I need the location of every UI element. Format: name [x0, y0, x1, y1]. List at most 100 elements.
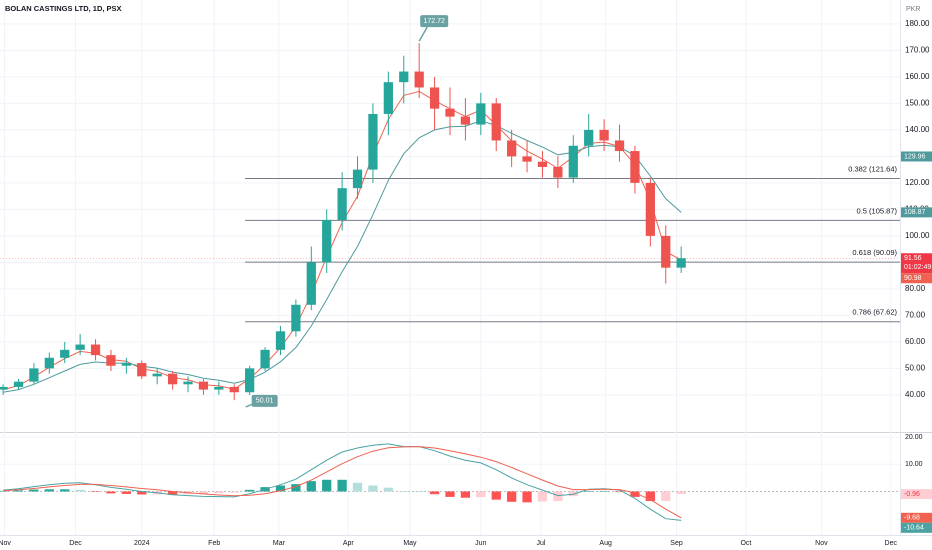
peak-pointer	[418, 26, 428, 42]
histogram-bar	[429, 491, 440, 495]
trough-label: 50.01	[256, 398, 274, 405]
histogram-bar	[491, 491, 501, 500]
histogram-bar	[445, 491, 455, 497]
candle-body	[13, 381, 24, 387]
histogram-bar	[368, 485, 378, 492]
candle-body	[275, 331, 286, 350]
x-tick-label: Mar	[273, 540, 286, 547]
y-tick-label: 140.00	[905, 125, 930, 134]
hist-tag-bg	[901, 489, 932, 500]
macd-tag-bg	[901, 522, 932, 533]
x-tick-label: Dec	[885, 540, 898, 547]
x-tick-label: Nov	[0, 540, 11, 547]
histogram-bar	[661, 491, 671, 501]
hist-tag: -0.96	[904, 491, 920, 498]
histogram-bar	[167, 491, 178, 495]
candle-body	[90, 344, 101, 356]
chart-title: BOLAN CASTINGS LTD, 1D, PSX	[5, 4, 122, 13]
x-tick-label: Nov	[815, 540, 828, 547]
histogram-bar	[522, 491, 532, 503]
histogram-bar	[275, 485, 286, 492]
candle-body	[368, 113, 378, 170]
histogram-bar	[630, 491, 640, 497]
histogram-bar	[245, 489, 255, 492]
histogram-bar	[121, 491, 131, 494]
price-tag: 91.56	[904, 255, 922, 262]
candle-body	[584, 129, 594, 146]
candle-body	[383, 82, 393, 114]
y-tick-label: 70.00	[905, 310, 926, 319]
y-tick-label: 100.00	[905, 231, 930, 240]
histogram-bar	[90, 491, 101, 492]
histogram-bar	[137, 491, 147, 495]
moving-average	[3, 120, 682, 393]
y-tick-label: 180.00	[905, 19, 930, 28]
candle-body	[214, 386, 224, 390]
axis-tag: 129.96	[904, 153, 926, 160]
signal-tag-bg	[901, 512, 932, 523]
axis-tag-bg	[901, 151, 932, 162]
y-tick-label: 20.00	[905, 434, 923, 441]
candle-body	[352, 169, 363, 189]
y-tick-label: 40.00	[905, 390, 926, 399]
histogram-bar	[229, 491, 239, 493]
histogram-bar	[676, 491, 686, 495]
peak-label: 172.72	[423, 18, 445, 25]
y-tick-label: 150.00	[905, 98, 930, 107]
histogram-bar	[614, 491, 625, 493]
candle-body	[522, 156, 532, 162]
candle-body	[260, 349, 270, 369]
candle-body	[121, 363, 131, 366]
histogram-bar	[599, 490, 609, 492]
candle-body	[507, 140, 517, 157]
histogram-bar	[306, 481, 316, 492]
ma-tag: 108.87	[904, 209, 926, 216]
candle-body	[630, 151, 640, 183]
candle-body	[183, 381, 193, 385]
histogram-bar	[584, 491, 594, 492]
candle-body	[568, 145, 578, 178]
x-tick-label: Sep	[670, 540, 683, 547]
candle-body	[137, 363, 147, 377]
candle-body	[167, 373, 178, 385]
x-tick-label: Apr	[343, 540, 355, 547]
signal-tag: -9.68	[904, 515, 920, 522]
histogram-bar	[399, 491, 409, 492]
candle-body	[414, 71, 424, 88]
candle-body	[291, 304, 301, 332]
candle-body	[29, 368, 39, 382]
histogram-bar	[13, 490, 24, 492]
histogram-bar	[460, 491, 471, 498]
x-tick-label: May	[403, 540, 417, 547]
histogram-bar	[352, 482, 363, 492]
candle-body	[553, 166, 563, 178]
candle-body	[676, 258, 686, 268]
candle-body	[399, 71, 409, 83]
y-tick-label: 60.00	[905, 337, 926, 346]
candle-body	[152, 373, 162, 377]
histogram-bar	[214, 491, 224, 494]
x-tick-label: Aug	[599, 540, 612, 547]
y-tick-label: 50.00	[905, 364, 926, 373]
candle-body	[75, 344, 85, 350]
histogram-bar	[507, 491, 517, 502]
currency: PKR	[906, 6, 920, 13]
trough-bubble	[251, 394, 278, 407]
peak-bubble	[420, 15, 449, 28]
y-tick-label: 160.00	[905, 72, 930, 81]
signal-line	[3, 446, 682, 519]
candle-body	[537, 161, 548, 167]
histogram-bar	[44, 489, 54, 492]
candle-body	[645, 182, 655, 236]
macd-tag: -10.64	[904, 525, 924, 532]
fib-label: 0.5 (105.87)	[857, 206, 898, 215]
histogram-bar	[291, 484, 301, 492]
ma-tag-bg	[901, 273, 932, 284]
y-tick-label: 120.00	[905, 178, 930, 187]
x-tick-label: Dec	[69, 540, 82, 547]
histogram-bar	[29, 489, 39, 492]
candle-body	[445, 108, 455, 117]
candle-body	[460, 116, 471, 125]
histogram-bar	[414, 491, 424, 492]
